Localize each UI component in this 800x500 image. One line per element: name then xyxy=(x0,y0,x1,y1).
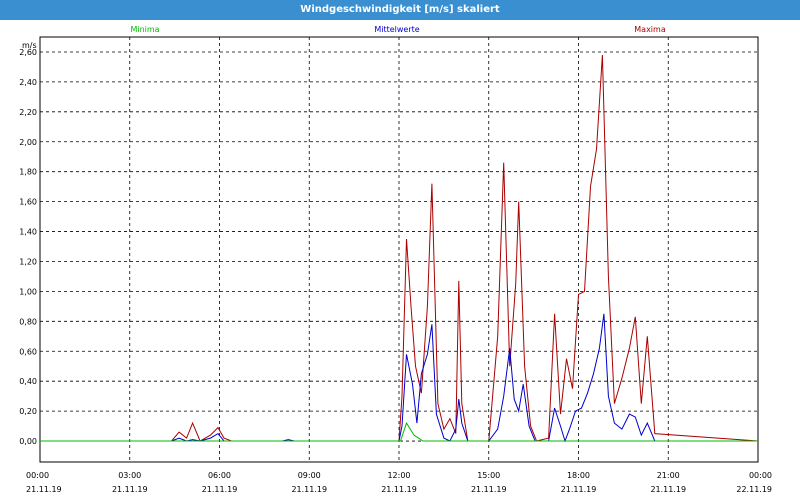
y-tick-label: 1,80 xyxy=(19,168,37,177)
chart-title: Windgeschwindigkeit [m/s] skaliert xyxy=(0,0,800,20)
x-tick-date: 21.11.19 xyxy=(381,485,417,494)
x-tick-time: 06:00 xyxy=(208,471,231,480)
y-axis-unit: m/s xyxy=(22,41,37,50)
x-tick-date: 21.11.19 xyxy=(112,485,148,494)
y-tick-label: 0,80 xyxy=(19,317,37,326)
y-tick-label: 0,00 xyxy=(19,437,37,446)
y-tick-label: 0,20 xyxy=(19,407,37,416)
series-line-maxima xyxy=(40,54,759,442)
x-tick-date: 21.11.19 xyxy=(202,485,238,494)
series-line-minima xyxy=(40,421,758,442)
x-tick-date: 21.11.19 xyxy=(561,485,597,494)
x-tick-time: 00:00 xyxy=(26,471,49,480)
x-tick-time: 15:00 xyxy=(477,471,500,480)
x-tick-time: 21:00 xyxy=(657,471,680,480)
y-tick-label: 0,60 xyxy=(19,347,37,356)
y-tick-label: 2,00 xyxy=(19,138,37,147)
x-tick-date: 21.11.19 xyxy=(291,485,327,494)
x-tick-time: 18:00 xyxy=(567,471,590,480)
x-tick-date: 21.11.19 xyxy=(471,485,507,494)
legend-maxima: Maxima xyxy=(634,25,666,34)
x-tick-date: 21.11.19 xyxy=(26,485,62,494)
x-tick-time: 03:00 xyxy=(118,471,141,480)
x-tick-date: 22.11.19 xyxy=(736,485,772,494)
x-tick-time: 00:00 xyxy=(749,471,772,480)
y-tick-label: 0,40 xyxy=(19,377,37,386)
y-tick-label: 1,40 xyxy=(19,228,37,237)
x-tick-time: 12:00 xyxy=(387,471,410,480)
y-tick-label: 2,20 xyxy=(19,108,37,117)
y-tick-label: 1,00 xyxy=(19,287,37,296)
y-tick-label: 2,60 xyxy=(19,48,37,57)
x-tick-date: 21.11.19 xyxy=(650,485,686,494)
y-tick-label: 2,40 xyxy=(19,78,37,87)
x-tick-time: 09:00 xyxy=(298,471,321,480)
legend-mittelwerte: Mittelwerte xyxy=(374,25,420,34)
legend-minima: Minima xyxy=(130,25,160,34)
y-tick-label: 1,60 xyxy=(19,198,37,207)
y-tick-label: 1,20 xyxy=(19,257,37,266)
plot-frame xyxy=(39,36,759,463)
